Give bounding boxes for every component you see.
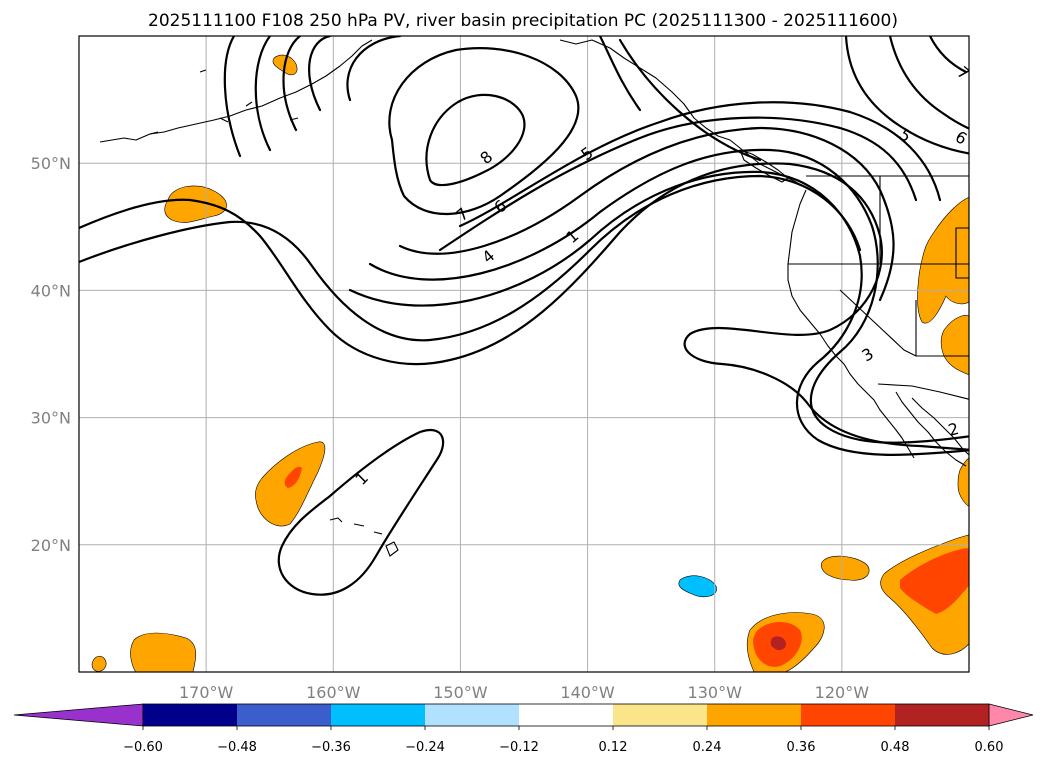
state-border	[915, 300, 969, 357]
pv-contour-1	[79, 174, 862, 342]
pv-contour-3	[254, 36, 969, 444]
colorbar-segment	[425, 704, 520, 726]
colorbar-label: 0.24	[693, 740, 722, 755]
latitude-label: 30°N	[31, 409, 71, 428]
pv-contour-7	[388, 47, 580, 216]
aleutian-islands	[149, 69, 299, 135]
colorbar-label: −0.24	[405, 740, 445, 755]
mexico-coastline	[911, 397, 969, 456]
colorbar-label: −0.36	[311, 740, 351, 755]
pv-contour-4	[282, 36, 895, 302]
pv-contour-high-7	[928, 36, 968, 74]
precip-positive-area	[957, 457, 969, 507]
pv-contour-8	[425, 93, 526, 187]
colorbar: −0.60 −0.48 −0.36 −0.24 −0.12 0.12 0.24 0.36 0.4…	[13, 703, 1034, 755]
precip-very-strong-area	[770, 636, 786, 651]
colorbar-label: 0.36	[787, 740, 816, 755]
colorbar-segment	[895, 704, 990, 726]
state-border	[955, 227, 969, 279]
us-mexico-border	[877, 383, 969, 400]
state-border	[839, 289, 917, 357]
pv-contour-high-5	[844, 36, 969, 155]
pv-contours	[79, 36, 969, 596]
colorbar-label: −0.48	[217, 740, 257, 755]
contour-label: 8	[476, 147, 496, 168]
precip-strong-area	[284, 466, 302, 488]
colorbar-label: −0.12	[499, 740, 539, 755]
us-west-coastline	[787, 189, 915, 459]
baja-coastline	[895, 391, 967, 467]
longitude-label: 130°W	[688, 683, 743, 702]
precip-positive-area	[940, 315, 969, 376]
pv-contour-2	[223, 36, 969, 456]
contour-label: 6	[952, 127, 970, 149]
contour-label: 3	[859, 344, 877, 366]
contour-labels: 8 7 6 5 4 1 1 3 2 5 6 7	[351, 63, 970, 489]
latitude-label: 50°N	[31, 154, 71, 173]
longitude-label: 170°W	[179, 683, 234, 702]
pv-contour-low-1	[277, 429, 445, 596]
colorbar-segment	[707, 704, 802, 726]
pv-contour-5	[308, 36, 918, 252]
colorbar-outline	[142, 703, 990, 727]
colorbar-segment	[237, 704, 332, 726]
precip-strong-area	[900, 548, 969, 614]
colorbar-segment	[331, 704, 426, 726]
hawaii-islands	[329, 517, 399, 557]
latitude-labels: 20°N 30°N 40°N 50°N	[31, 154, 71, 555]
latitude-label: 40°N	[31, 281, 71, 300]
precip-positive-area	[917, 196, 969, 324]
alaska-coastline	[99, 39, 373, 143]
precip-negative-area	[678, 575, 717, 598]
precip-positive-area	[130, 632, 197, 672]
longitude-labels: 170°W 160°W 150°W 140°W 130°W 120°W	[179, 683, 869, 702]
colorbar-extend-max	[988, 703, 1034, 727]
map-title: 2025111100 F108 250 hPa PV, river basin …	[148, 11, 898, 31]
coastlines	[99, 39, 969, 557]
latitude-label: 20°N	[31, 536, 71, 555]
contour-label: 1	[562, 226, 582, 247]
precip-positive-area	[91, 655, 107, 672]
contour-label: 5	[577, 143, 596, 164]
colorbar-label: −0.60	[123, 740, 163, 755]
map-frame	[78, 35, 970, 673]
colorbar-label: 0.12	[599, 740, 628, 755]
colorbar-segment	[801, 704, 896, 726]
colorbar-label: 0.60	[975, 740, 1004, 755]
longitude-label: 160°W	[306, 683, 361, 702]
colorbar-segment	[143, 704, 238, 726]
contour-label: 2	[946, 419, 961, 440]
precip-positive-area	[164, 185, 227, 223]
longitude-label: 140°W	[560, 683, 615, 702]
map-area: 8 7 6 5 4 1 1 3 2 5 6 7	[79, 36, 970, 672]
colorbar-extend-min	[13, 703, 144, 727]
longitude-label: 120°W	[815, 683, 870, 702]
colorbar-segment	[613, 704, 708, 726]
colorbar-segment	[519, 704, 614, 726]
precip-positive-area	[821, 555, 870, 581]
colorbar-label: 0.48	[881, 740, 910, 755]
contour-label: 4	[478, 246, 498, 267]
contour-label: 5	[896, 125, 915, 146]
longitude-label: 150°W	[433, 683, 488, 702]
contour-label: 1	[351, 468, 372, 489]
pv-contour-high-6	[888, 36, 969, 130]
pv-contour-1	[79, 162, 969, 451]
